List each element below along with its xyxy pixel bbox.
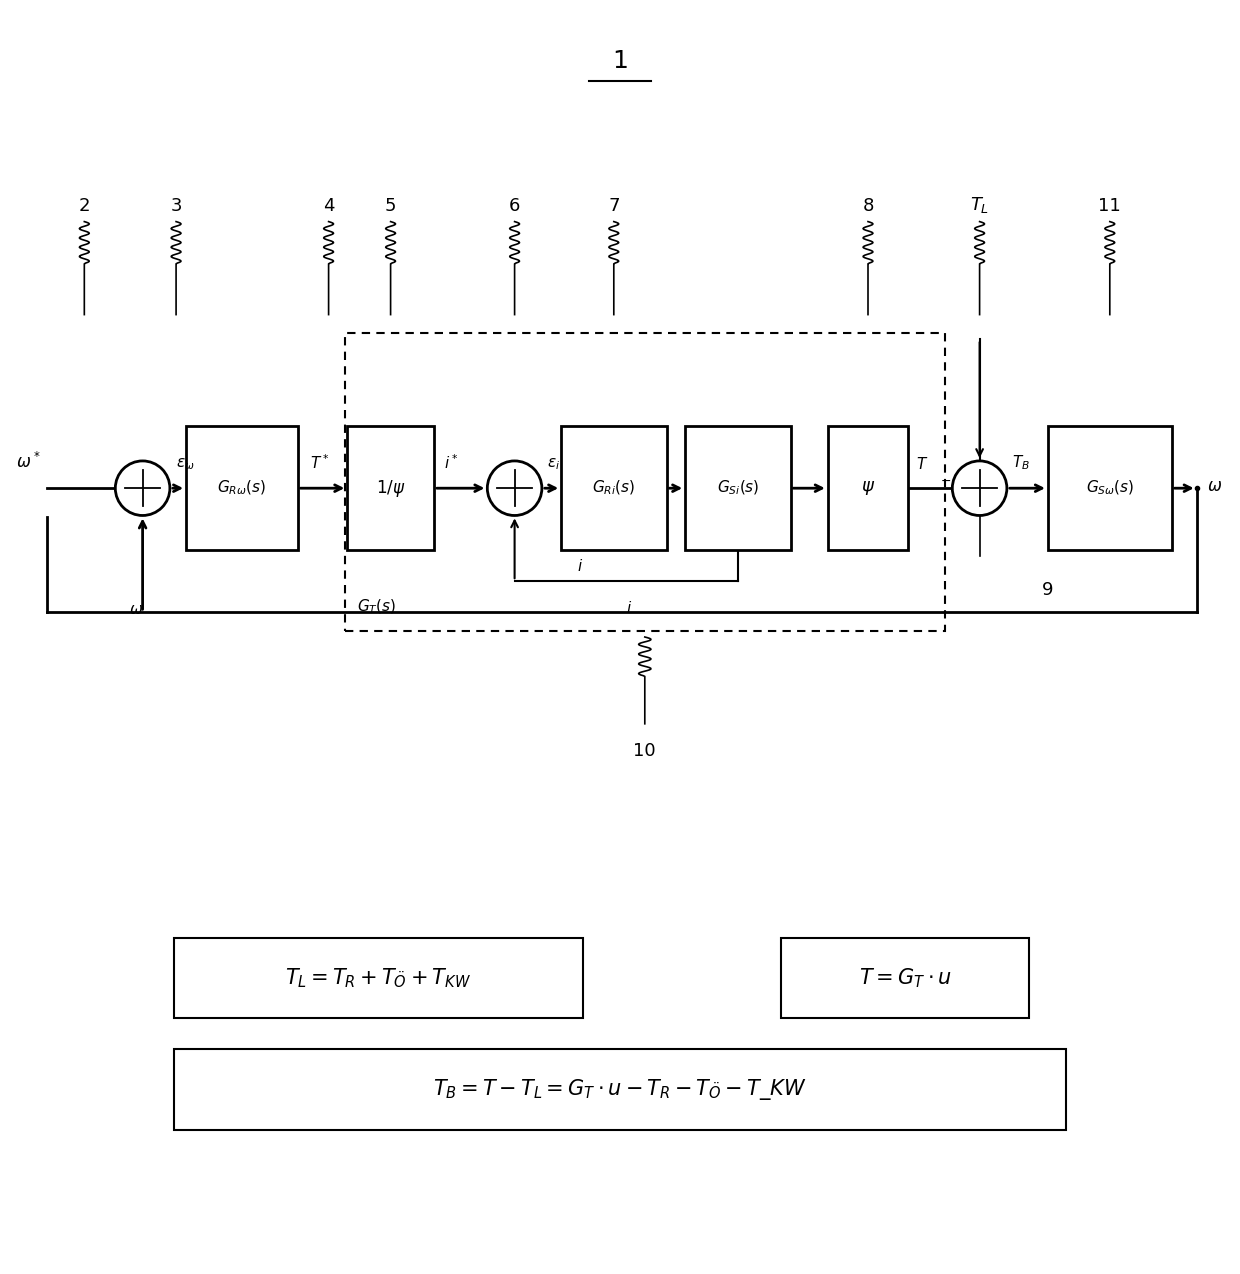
Text: $T_L = T_R + T_{\ddot{O}} + T_{KW}$: $T_L = T_R + T_{\ddot{O}} + T_{KW}$ [285,966,471,990]
Text: $G_{R\omega}(s)$: $G_{R\omega}(s)$ [217,479,267,497]
Text: $G_{Ri}(s)$: $G_{Ri}(s)$ [593,479,635,497]
Bar [186,427,298,550]
Text: 10: 10 [634,743,656,761]
Text: $i$: $i$ [626,600,632,615]
Text: $\omega$: $\omega$ [129,603,144,618]
Bar [174,938,583,1018]
Text: $\varepsilon_{i}$: $\varepsilon_{i}$ [547,456,560,473]
Text: $\omega$: $\omega$ [1207,476,1221,494]
Text: $G_{Si}(s)$: $G_{Si}(s)$ [717,479,759,497]
Bar [560,427,667,550]
Text: 11: 11 [1099,197,1121,215]
Text: $T_B$: $T_B$ [1012,454,1029,473]
Circle shape [952,461,1007,516]
Bar [684,427,791,550]
Bar [347,427,434,550]
Text: $G_T(s)$: $G_T(s)$ [357,598,397,615]
Bar [174,1050,1066,1130]
Text: $\varepsilon_{\omega}$: $\varepsilon_{\omega}$ [176,456,195,473]
Text: 4: 4 [322,197,335,215]
Text: $T$: $T$ [915,456,928,473]
Text: 9: 9 [1042,581,1054,599]
Text: 8: 8 [862,197,874,215]
Text: 6: 6 [508,197,521,215]
Text: $G_{S\omega}(s)$: $G_{S\omega}(s)$ [1085,479,1135,497]
Text: 2: 2 [78,197,91,215]
Text: $T^*$: $T^*$ [310,454,330,473]
Bar [1048,427,1172,550]
Text: $T_L$: $T_L$ [970,195,990,215]
Circle shape [115,461,170,516]
Text: $\psi$: $\psi$ [861,479,875,497]
Text: $i^*$: $i^*$ [444,454,459,473]
Text: $-$: $-$ [102,482,113,494]
Text: $T = G_T \cdot u$: $T = G_T \cdot u$ [858,966,952,990]
Text: 3: 3 [170,197,182,215]
Circle shape [487,461,542,516]
Text: $-$: $-$ [940,474,951,487]
Text: $1/\psi$: $1/\psi$ [376,478,405,498]
Text: 5: 5 [384,197,397,215]
Bar [781,938,1029,1018]
Text: $i$: $i$ [577,558,583,573]
Text: 7: 7 [608,197,620,215]
Text: $-$: $-$ [505,508,516,521]
Bar [828,427,908,550]
Bar [345,334,945,631]
Text: $T_B = T - T_L = G_T \cdot u - T_R - T_{\ddot{O}} - T\_KW$: $T_B = T - T_L = G_T \cdot u - T_R - T_{… [433,1077,807,1102]
Text: 1: 1 [613,48,627,73]
Text: $\omega^*$: $\omega^*$ [16,452,41,473]
